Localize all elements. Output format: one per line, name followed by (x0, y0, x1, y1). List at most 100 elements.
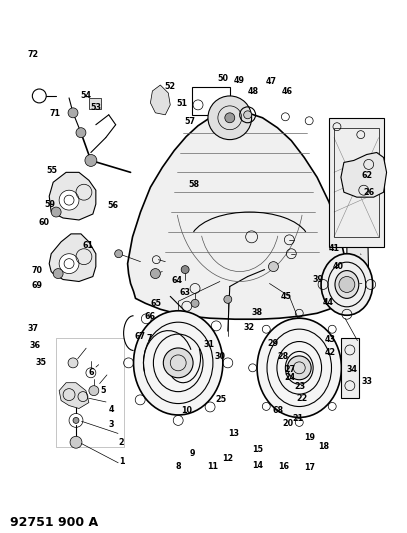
Text: 61: 61 (82, 240, 93, 249)
Circle shape (51, 207, 61, 217)
Circle shape (59, 190, 79, 210)
Bar (341, 338, 359, 398)
Text: 19: 19 (304, 432, 315, 441)
Text: 17: 17 (304, 463, 315, 472)
Text: 9: 9 (189, 449, 195, 458)
Text: 27: 27 (284, 365, 295, 374)
Text: 25: 25 (216, 395, 227, 405)
Text: 50: 50 (218, 75, 229, 84)
Text: 37: 37 (28, 324, 39, 333)
Text: 16: 16 (278, 462, 289, 471)
Ellipse shape (335, 271, 359, 298)
Text: 15: 15 (252, 445, 263, 454)
Circle shape (53, 269, 63, 279)
Circle shape (151, 269, 160, 279)
Text: 23: 23 (294, 382, 306, 391)
Circle shape (68, 108, 78, 118)
Ellipse shape (133, 311, 223, 415)
Circle shape (85, 155, 97, 166)
Text: 64: 64 (171, 277, 182, 286)
Text: 69: 69 (31, 281, 42, 290)
Ellipse shape (257, 318, 341, 417)
Circle shape (163, 348, 193, 378)
Bar (329, 118, 383, 247)
Text: 33: 33 (361, 377, 372, 386)
Text: 43: 43 (325, 335, 336, 344)
Text: 45: 45 (281, 293, 292, 301)
Text: 31: 31 (204, 340, 214, 349)
Circle shape (244, 111, 252, 119)
Text: 62: 62 (361, 171, 372, 180)
Circle shape (89, 386, 99, 395)
Text: 49: 49 (234, 76, 245, 85)
Text: 42: 42 (325, 348, 336, 357)
Text: 10: 10 (181, 406, 192, 415)
Text: 14: 14 (252, 461, 263, 470)
Circle shape (181, 265, 189, 273)
Text: 44: 44 (323, 297, 334, 306)
Text: 38: 38 (252, 308, 263, 317)
Text: 13: 13 (228, 429, 239, 438)
Text: 51: 51 (176, 99, 187, 108)
Bar (334, 128, 379, 237)
Polygon shape (347, 172, 369, 296)
Polygon shape (151, 85, 170, 115)
Text: 56: 56 (107, 201, 118, 211)
Bar (192, 87, 230, 115)
Text: 63: 63 (179, 288, 190, 297)
Text: 3: 3 (109, 421, 114, 430)
Polygon shape (127, 111, 349, 319)
Text: 53: 53 (91, 103, 102, 112)
Text: 46: 46 (282, 87, 293, 96)
Text: 47: 47 (266, 77, 277, 86)
Text: 59: 59 (44, 200, 55, 209)
Text: 4: 4 (109, 405, 114, 414)
Polygon shape (49, 234, 96, 281)
Circle shape (68, 358, 78, 368)
Text: 52: 52 (164, 82, 175, 91)
Text: 65: 65 (150, 298, 161, 308)
Circle shape (224, 295, 232, 303)
Text: 34: 34 (347, 365, 358, 374)
Circle shape (59, 254, 79, 273)
Circle shape (73, 417, 79, 423)
Text: 29: 29 (267, 339, 278, 348)
Circle shape (339, 277, 355, 293)
Bar (56, 338, 124, 447)
Circle shape (76, 128, 86, 138)
Text: 57: 57 (184, 117, 195, 126)
Text: 11: 11 (207, 462, 218, 471)
Text: 68: 68 (272, 406, 283, 415)
Polygon shape (59, 383, 89, 408)
Text: 39: 39 (313, 276, 324, 285)
Text: 70: 70 (31, 266, 42, 275)
Text: 24: 24 (284, 373, 295, 382)
Text: 6: 6 (88, 368, 94, 377)
Text: 36: 36 (29, 341, 40, 350)
Circle shape (269, 262, 278, 272)
Text: 40: 40 (333, 262, 344, 271)
Text: 1: 1 (119, 457, 124, 466)
Text: 58: 58 (188, 180, 199, 189)
Text: 7: 7 (146, 334, 152, 343)
Text: 2: 2 (119, 438, 124, 447)
Text: 32: 32 (244, 323, 255, 332)
Text: 21: 21 (292, 414, 304, 423)
Text: 54: 54 (81, 91, 92, 100)
Text: 66: 66 (145, 312, 156, 321)
Text: 30: 30 (214, 352, 225, 361)
Text: 26: 26 (363, 188, 374, 197)
Text: 55: 55 (46, 166, 57, 175)
Circle shape (287, 356, 311, 379)
Text: 41: 41 (329, 244, 340, 253)
Text: 48: 48 (248, 87, 259, 96)
Text: 60: 60 (39, 219, 50, 227)
Text: 20: 20 (282, 419, 293, 429)
Text: 71: 71 (49, 109, 60, 118)
Circle shape (191, 300, 199, 308)
Circle shape (225, 113, 235, 123)
Text: 72: 72 (27, 50, 39, 59)
Text: 22: 22 (296, 394, 308, 403)
Circle shape (208, 96, 252, 140)
Text: 67: 67 (135, 332, 146, 341)
